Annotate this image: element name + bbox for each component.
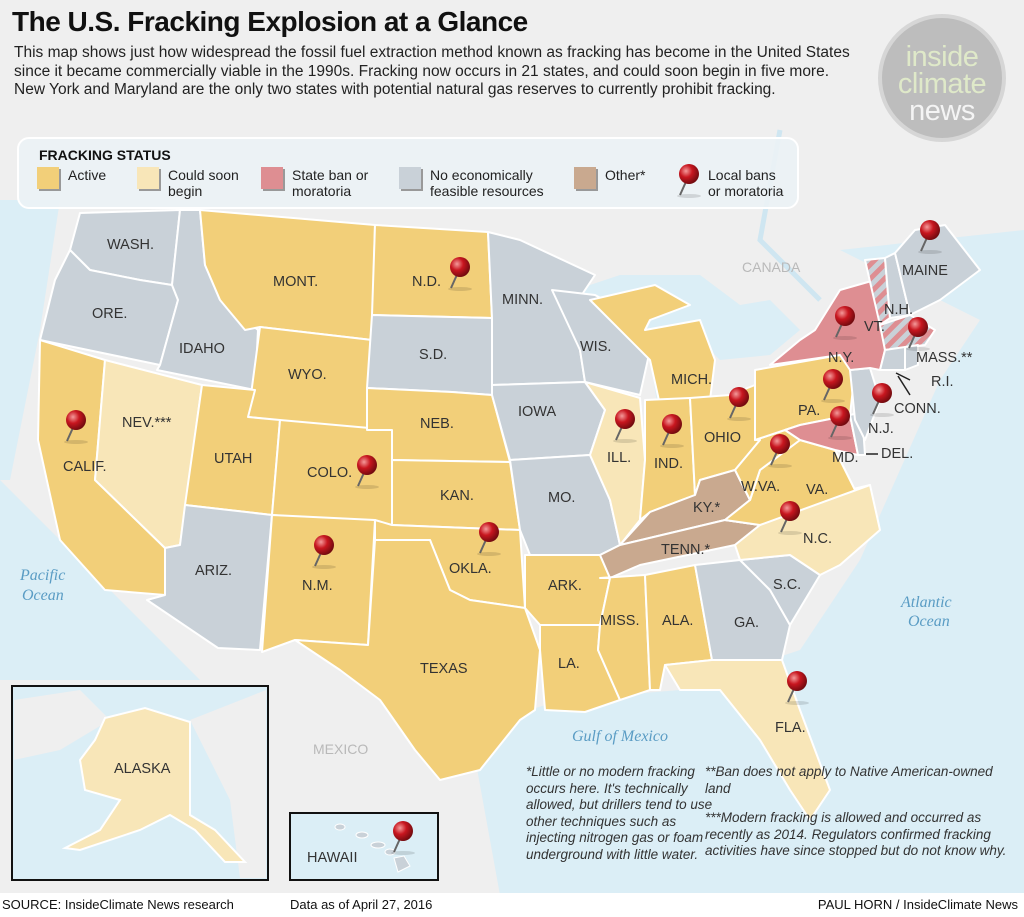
label-sc: S.C. bbox=[773, 577, 801, 593]
legend-item-could-soon-begin: Could soon begin bbox=[137, 167, 239, 199]
label-atlantic-1: Atlantic bbox=[900, 594, 952, 611]
label-nj: N.J. bbox=[868, 421, 894, 437]
label-ark: ARK. bbox=[548, 578, 582, 594]
label-colo: COLO. bbox=[307, 465, 352, 481]
label-utah: UTAH bbox=[214, 451, 252, 467]
page-title: The U.S. Fracking Explosion at a Glance bbox=[12, 6, 528, 37]
label-nh: N.H. bbox=[884, 302, 913, 318]
label-wyo: WYO. bbox=[288, 367, 327, 383]
hawaii-inset bbox=[289, 812, 439, 881]
label-texas: TEXAS bbox=[420, 661, 468, 677]
label-conn: CONN. bbox=[894, 401, 941, 417]
label-del: DEL. bbox=[881, 446, 913, 462]
label-sd: S.D. bbox=[419, 347, 447, 363]
label-wash: WASH. bbox=[107, 237, 154, 253]
swatch-other bbox=[574, 167, 596, 189]
label-atlantic-2: Ocean bbox=[908, 613, 950, 630]
label-ky: KY.* bbox=[693, 500, 721, 516]
label-miss: MISS. bbox=[600, 613, 639, 629]
label-nd: N.D. bbox=[412, 274, 441, 290]
state-mich bbox=[589, 284, 716, 406]
label-la: LA. bbox=[558, 656, 580, 672]
label-pa: PA. bbox=[798, 403, 820, 419]
legend-item-state-ban: State ban or moratoria bbox=[261, 167, 368, 199]
label-mass: MASS.** bbox=[916, 350, 973, 366]
label-alaska: ALASKA bbox=[114, 761, 171, 777]
label-canada: CANADA bbox=[742, 259, 801, 275]
insideclimate-news-logo: inside climate news bbox=[878, 14, 1006, 142]
label-pacific-2: Ocean bbox=[22, 587, 64, 604]
legend-item-no-resources: No economically feasible resources bbox=[399, 167, 544, 199]
legend-title: FRACKING STATUS bbox=[39, 147, 171, 163]
label-nev: NEV.*** bbox=[122, 415, 172, 431]
footnote-mass: **Ban does not apply to Native American-… bbox=[705, 764, 993, 796]
footnote-other: *Little or no modern fracking occurs her… bbox=[526, 764, 713, 862]
label-ala: ALA. bbox=[662, 613, 693, 629]
source-credit: SOURCE: InsideClimate News research bbox=[2, 897, 234, 912]
label-ny: N.Y. bbox=[828, 350, 854, 366]
label-wis: WIS. bbox=[580, 339, 611, 355]
label-kan: KAN. bbox=[440, 488, 474, 504]
label-mich: MICH. bbox=[671, 372, 712, 388]
label-mont: MONT. bbox=[273, 274, 318, 290]
label-neb: NEB. bbox=[420, 416, 454, 432]
label-wva: W.VA. bbox=[741, 479, 780, 495]
state-iowa bbox=[491, 381, 606, 461]
intro-text: This map shows just how widespread the f… bbox=[14, 44, 850, 98]
data-date: Data as of April 27, 2016 bbox=[290, 897, 433, 912]
label-gulf: Gulf of Mexico bbox=[572, 728, 668, 745]
label-md: MD. bbox=[832, 450, 859, 466]
label-mexico: MEXICO bbox=[313, 741, 368, 757]
label-fla: FLA. bbox=[775, 720, 806, 736]
swatch-could-soon-begin bbox=[137, 167, 159, 189]
label-tenn: TENN.* bbox=[661, 542, 711, 558]
footnote-nev: ***Modern fracking is allowed and occurr… bbox=[705, 810, 1007, 858]
label-ri: R.I. bbox=[931, 374, 954, 390]
legend-item-local-bans: Local bans or moratoria bbox=[674, 161, 783, 201]
label-va: VA. bbox=[806, 482, 828, 498]
label-ill: ILL. bbox=[607, 450, 631, 466]
label-minn: MINN. bbox=[502, 292, 543, 308]
state-nd bbox=[371, 224, 493, 319]
label-pacific-1: Pacific bbox=[19, 567, 65, 584]
swatch-state-ban bbox=[261, 167, 283, 189]
label-nc: N.C. bbox=[803, 531, 832, 547]
label-idaho: IDAHO bbox=[179, 341, 225, 357]
label-ohio: OHIO bbox=[704, 430, 741, 446]
label-ind: IND. bbox=[654, 456, 683, 472]
author-credit: PAUL HORN / InsideClimate News bbox=[817, 897, 1018, 912]
label-okla: OKLA. bbox=[449, 561, 492, 577]
label-ariz: ARIZ. bbox=[195, 563, 232, 579]
label-ore: ORE. bbox=[92, 306, 127, 322]
legend-item-active: Active bbox=[37, 167, 106, 189]
label-hawaii: HAWAII bbox=[307, 850, 357, 866]
label-mo: MO. bbox=[548, 490, 575, 506]
label-nm: N.M. bbox=[302, 578, 333, 594]
swatch-no-resources bbox=[399, 167, 421, 189]
state-alaska bbox=[61, 706, 248, 863]
legend-item-other: Other* bbox=[574, 167, 645, 189]
label-ga: GA. bbox=[734, 615, 759, 631]
red-pushpin-icon bbox=[676, 163, 702, 199]
state-texas bbox=[294, 539, 541, 781]
state-ri bbox=[904, 344, 919, 371]
label-iowa: IOWA bbox=[518, 404, 556, 420]
label-calif: CALIF. bbox=[63, 459, 107, 475]
legend: FRACKING STATUS Active Could soon begin S… bbox=[17, 137, 799, 209]
swatch-active bbox=[37, 167, 59, 189]
label-vt: VT. bbox=[864, 319, 885, 335]
label-maine: MAINE bbox=[902, 263, 948, 279]
state-nc bbox=[724, 484, 881, 576]
